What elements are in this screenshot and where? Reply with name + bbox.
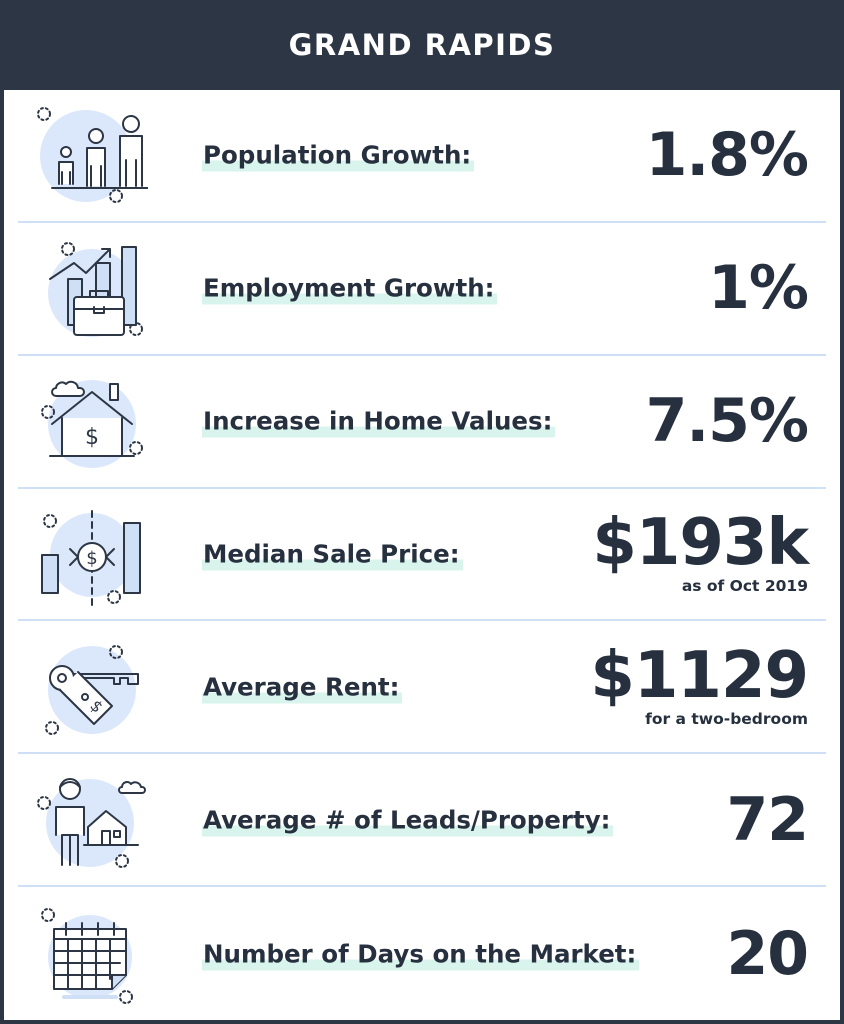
stat-value-box: 7.5%	[645, 386, 809, 457]
stat-value: 72	[726, 784, 809, 855]
stat-row-population-growth: Population Growth: 1.8%	[18, 90, 826, 223]
svg-text:$: $	[85, 425, 99, 450]
stat-label: Number of Days on the Market:	[202, 939, 640, 971]
key-tag-icon: $	[30, 632, 148, 742]
person-house-icon	[30, 765, 148, 875]
stat-label: Average Rent:	[202, 672, 403, 704]
stat-row-average-rent: $ Average Rent: $1129 for a two-bedroom	[18, 621, 826, 755]
stat-label: Population Growth:	[202, 140, 475, 172]
stat-row-leads-per-property: Average # of Leads/Property: 72	[18, 754, 826, 888]
stat-value-box: $193k as of Oct 2019	[592, 506, 809, 595]
stat-value: 1%	[708, 253, 809, 324]
stat-value-box: 1%	[708, 253, 809, 324]
page-title: GRAND RAPIDS	[288, 28, 556, 62]
stat-value-box: 1.8%	[645, 120, 809, 191]
stat-row-days-on-market: Number of Days on the Market: 20	[18, 887, 826, 1020]
stat-value-box: $1129 for a two-bedroom	[590, 638, 809, 728]
stat-value: $193k	[592, 506, 809, 580]
stat-note: as of Oct 2019	[681, 577, 808, 595]
stat-value: 7.5%	[645, 386, 809, 457]
calendar-icon	[30, 899, 148, 1009]
stat-value: $1129	[590, 638, 809, 713]
stat-value: 1.8%	[645, 120, 809, 191]
house-dollar-icon: $	[30, 366, 148, 476]
stat-value: 20	[726, 918, 809, 989]
stat-value-box: 20	[727, 923, 809, 985]
stat-label: Median Sale Price:	[202, 539, 463, 571]
stat-note: for a two-bedroom	[645, 709, 808, 728]
stat-label: Employment Growth:	[202, 273, 498, 305]
stat-row-home-values: $ Increase in Home Values: 7.5%	[18, 356, 826, 489]
stat-label: Increase in Home Values:	[202, 406, 556, 438]
briefcase-chart-icon	[30, 233, 148, 343]
svg-text:$: $	[86, 548, 97, 569]
stat-row-employment-growth: Employment Growth: 1%	[18, 223, 826, 356]
header: GRAND RAPIDS	[4, 0, 840, 90]
stat-row-median-sale-price: $ Median Sale Price: $193k as of Oct 201…	[18, 489, 826, 622]
stat-label: Average # of Leads/Property:	[202, 805, 614, 837]
stats-list: Population Growth: 1.8% E	[4, 90, 840, 1020]
people-icon	[30, 100, 148, 210]
price-chart-icon: $	[30, 499, 148, 609]
stat-value-box: 72	[727, 789, 809, 851]
